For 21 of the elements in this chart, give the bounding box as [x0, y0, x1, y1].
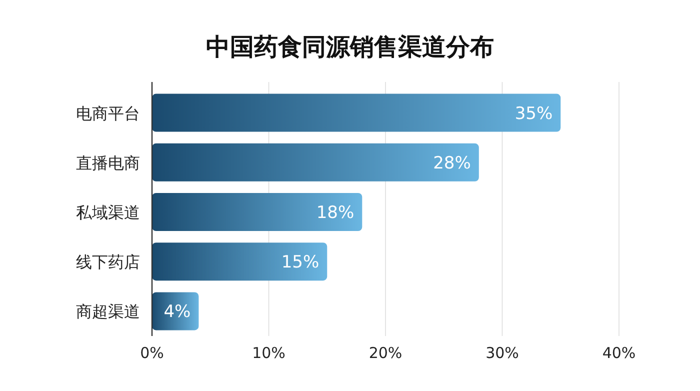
data-label: 35%	[514, 104, 553, 124]
bar	[152, 193, 362, 231]
y-tick-label: 商超渠道	[76, 302, 140, 322]
y-tick-label: 电商平台	[76, 104, 140, 123]
x-tick-label: 0%	[140, 344, 164, 362]
y-tick-label: 线下药店	[76, 252, 140, 272]
x-tick-label: 20%	[368, 344, 402, 362]
x-tick-label: 30%	[486, 344, 519, 362]
data-label: 18%	[316, 203, 354, 223]
x-tick-label: 40%	[602, 344, 636, 362]
bar	[152, 94, 561, 132]
data-label: 15%	[281, 252, 320, 273]
y-tick-label: 私域渠道	[76, 203, 140, 222]
bar	[152, 143, 479, 182]
x-tick-label: 10%	[252, 344, 286, 362]
bar	[152, 292, 199, 330]
data-label: 28%	[433, 153, 471, 174]
y-tick-label: 直播电商	[76, 153, 140, 172]
data-label: 4%	[164, 302, 191, 322]
chart-title: 中国药食同源销售渠道分布	[206, 33, 494, 61]
bar	[152, 242, 328, 281]
